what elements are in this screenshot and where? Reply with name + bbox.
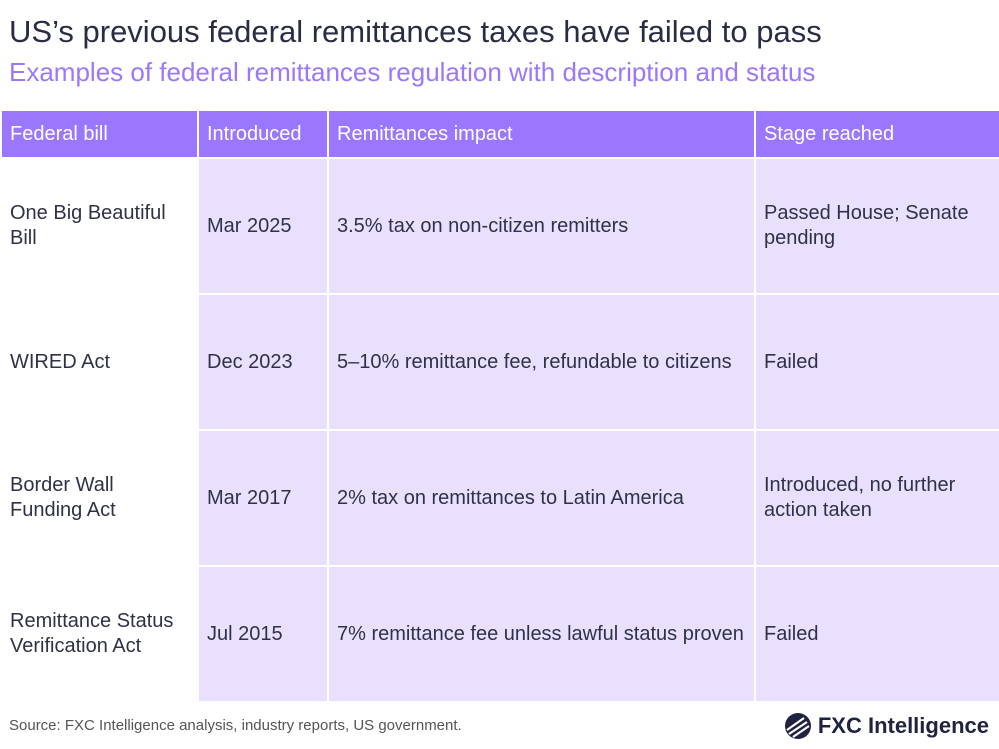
- cell-remittances-impact: 2% tax on remittances to Latin America: [329, 431, 754, 565]
- logo-text: FXC Intelligence: [817, 713, 989, 738]
- cell-introduced: Dec 2023: [199, 295, 327, 429]
- cell-federal-bill: Border Wall Funding Act: [2, 431, 197, 565]
- fxc-logo-icon: [784, 713, 811, 739]
- header-federal-bill: Federal bill: [2, 111, 197, 157]
- cell-stage-reached: Passed House; Senate pending: [756, 159, 999, 293]
- chart-subtitle: Examples of federal remittances regulati…: [9, 57, 816, 87]
- table-row: Remittance Status Verification Act Jul 20…: [2, 567, 999, 701]
- bills-table: Federal bill Introduced Remittances impa…: [0, 109, 999, 703]
- cell-introduced: Jul 2015: [199, 567, 327, 701]
- fxc-logo: FXC Intelligence: [784, 712, 989, 740]
- table-row: One Big Beautiful Bill Mar 2025 3.5% tax o…: [2, 159, 999, 293]
- header-stage-reached: Stage reached: [756, 111, 999, 157]
- source-note: Source: FXC Intelligence analysis, indus…: [9, 717, 462, 734]
- cell-remittances-impact: 5–10% remittance fee, refundable to citi…: [329, 295, 754, 429]
- cell-federal-bill: WIRED Act: [2, 295, 197, 429]
- cell-federal-bill: Remittance Status Verification Act: [2, 567, 197, 701]
- cell-stage-reached: Introduced, no further action taken: [756, 431, 999, 565]
- table-row: WIRED Act Dec 2023 5–10% remittance fee, r…: [2, 295, 999, 429]
- cell-remittances-impact: 7% remittance fee unless lawful status p…: [329, 567, 754, 701]
- table-row: Border Wall Funding Act Mar 2017 2% tax on…: [2, 431, 999, 565]
- cell-stage-reached: Failed: [756, 295, 999, 429]
- chart-title: US’s previous federal remittances taxes …: [9, 14, 822, 49]
- cell-introduced: Mar 2017: [199, 431, 327, 565]
- cell-federal-bill: One Big Beautiful Bill: [2, 159, 197, 293]
- cell-remittances-impact: 3.5% tax on non-citizen remitters: [329, 159, 754, 293]
- cell-introduced: Mar 2025: [199, 159, 327, 293]
- header-remittances-impact: Remittances impact: [329, 111, 754, 157]
- cell-stage-reached: Failed: [756, 567, 999, 701]
- header-introduced: Introduced: [199, 111, 327, 157]
